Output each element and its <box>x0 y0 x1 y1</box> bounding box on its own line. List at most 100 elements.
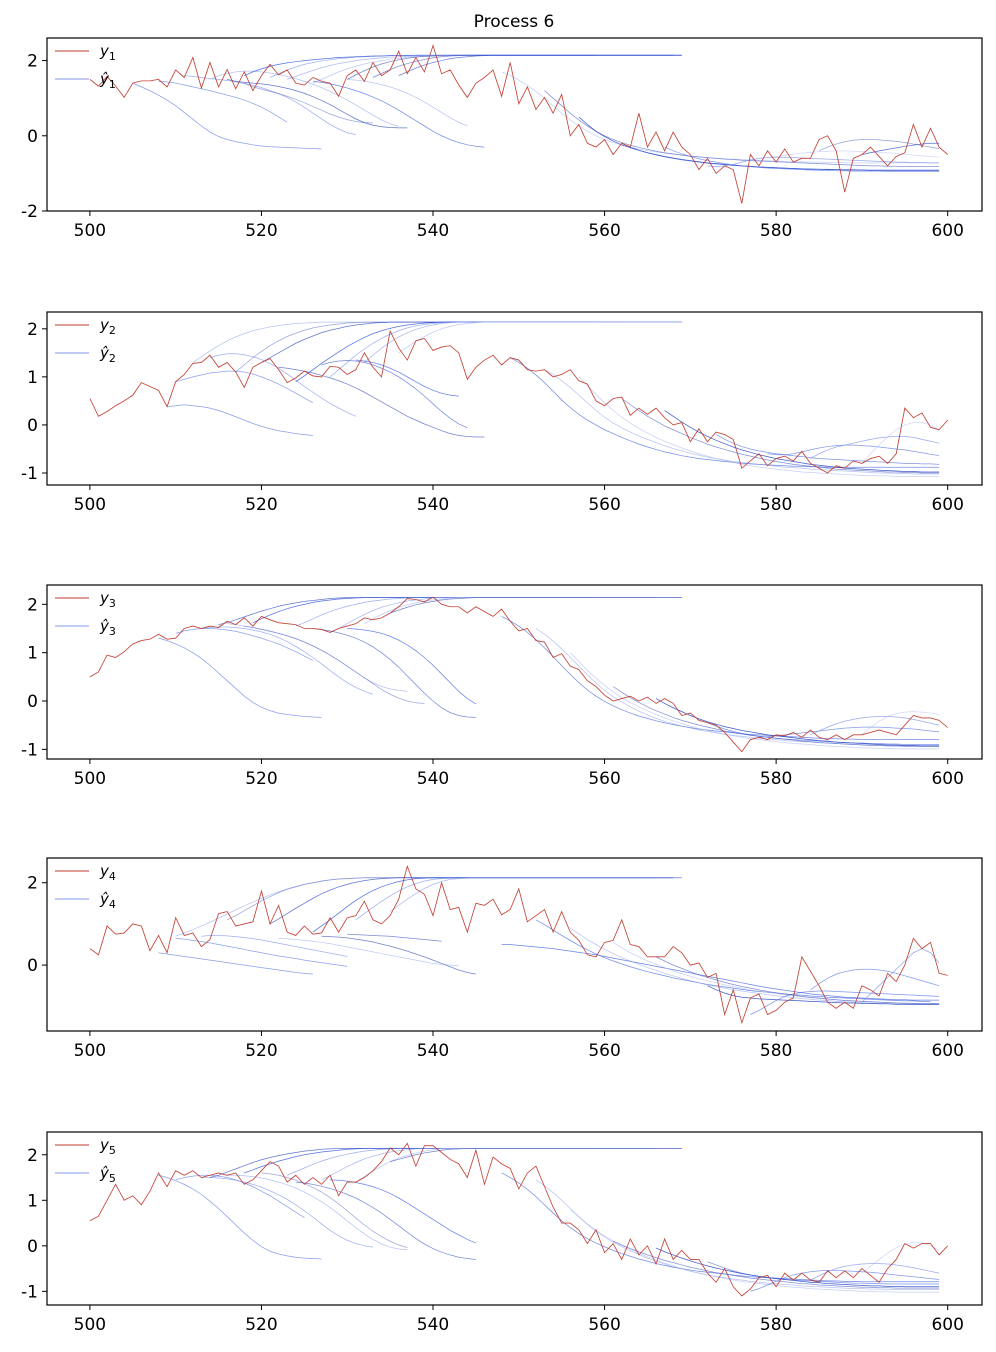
plot-lines <box>89 596 948 753</box>
x-tick-label: 600 <box>931 495 963 515</box>
plot-area <box>47 1132 982 1305</box>
x-tick-label: 500 <box>74 1315 106 1335</box>
forecast-line <box>312 80 485 148</box>
x-tick-label: 600 <box>931 1041 963 1061</box>
forecast-line <box>175 628 314 661</box>
plot-area <box>47 585 982 759</box>
legend-observed-label: y2 <box>99 316 116 337</box>
x-tick-label: 500 <box>74 1041 106 1061</box>
forecast-line <box>321 360 468 429</box>
chart-title: Process 6 <box>474 12 555 32</box>
observed-line <box>89 44 948 204</box>
x-tick-label: 540 <box>417 1315 449 1335</box>
forecast-line <box>175 937 348 967</box>
x-tick-label: 540 <box>417 221 449 241</box>
forecast-line <box>158 80 288 123</box>
y-tick-label: -1 <box>21 740 38 760</box>
forecast-line <box>312 628 476 718</box>
x-tick-label: 540 <box>417 495 449 515</box>
forecast-line <box>389 877 682 912</box>
y-tick-label: 1 <box>27 368 38 388</box>
forecast-line <box>347 78 468 127</box>
forecast-line <box>569 652 940 750</box>
plot-lines <box>89 1142 948 1297</box>
x-tick-label: 500 <box>74 221 106 241</box>
y-tick-label: 1 <box>27 644 38 664</box>
x-tick-label: 500 <box>74 769 106 789</box>
plot-area <box>47 38 982 211</box>
x-tick-label: 520 <box>245 769 277 789</box>
forecast-line <box>613 1240 940 1289</box>
legend-forecast-label: ŷ1 <box>99 70 116 91</box>
forecast-line <box>244 82 373 124</box>
forecast-line <box>398 54 682 76</box>
x-tick-label: 580 <box>760 1315 792 1335</box>
forecast-line <box>707 985 940 1005</box>
observed-line <box>89 864 948 1025</box>
forecast-line <box>175 370 314 404</box>
x-tick-label: 520 <box>245 221 277 241</box>
forecast-line <box>621 142 940 171</box>
forecast-line <box>861 1241 940 1274</box>
forecast-line <box>201 935 348 957</box>
x-tick-label: 580 <box>760 495 792 515</box>
forecast-line <box>655 956 940 1005</box>
x-tick-label: 580 <box>760 1041 792 1061</box>
forecast-line <box>158 1174 322 1260</box>
y-tick-label: 2 <box>27 1146 38 1166</box>
forecast-line <box>167 404 313 436</box>
y-tick-label: 1 <box>27 1191 38 1211</box>
x-tick-label: 560 <box>588 1315 620 1335</box>
y-tick-label: 0 <box>27 416 38 436</box>
forecast-line <box>209 353 356 417</box>
plot-lines <box>89 864 948 1025</box>
x-tick-label: 600 <box>931 221 963 241</box>
forecast-line <box>750 990 940 1015</box>
forecast-line <box>810 716 940 736</box>
forecast-line <box>707 722 940 745</box>
forecast-line <box>132 82 322 150</box>
x-tick-label: 540 <box>417 769 449 789</box>
forecast-line <box>535 1179 940 1290</box>
legend-forecast-label: ŷ5 <box>99 1164 116 1185</box>
x-tick-label: 600 <box>931 769 963 789</box>
y-tick-label: -1 <box>21 1282 38 1302</box>
forecast-line <box>578 376 940 477</box>
x-tick-label: 540 <box>417 1041 449 1061</box>
forecast-line <box>295 1181 476 1260</box>
x-tick-label: 580 <box>760 769 792 789</box>
x-tick-label: 600 <box>931 1315 963 1335</box>
x-tick-label: 560 <box>588 221 620 241</box>
axes-frame <box>46 37 983 212</box>
forecast-line <box>655 698 940 747</box>
y-tick-label: 2 <box>27 874 38 894</box>
forecast-line <box>664 410 940 473</box>
x-tick-label: 520 <box>245 1315 277 1335</box>
axes-frame <box>46 584 983 760</box>
forecast-line <box>278 366 485 438</box>
forecast-line <box>810 968 940 991</box>
forecast-line <box>209 70 399 127</box>
legend-observed-label: y3 <box>99 589 116 610</box>
forecast-line <box>810 436 940 459</box>
y-tick-label: 2 <box>27 595 38 615</box>
forecast-line <box>544 90 940 167</box>
forecast-line <box>278 937 459 967</box>
x-tick-label: 520 <box>245 1041 277 1061</box>
y-tick-label: 0 <box>27 692 38 712</box>
legend-observed-label: y1 <box>99 42 116 63</box>
plot-area <box>47 858 982 1031</box>
x-tick-label: 500 <box>74 495 106 515</box>
forecast-line <box>570 927 940 1006</box>
x-tick-label: 560 <box>588 769 620 789</box>
forecast-line <box>767 444 940 457</box>
y-tick-label: 0 <box>27 1237 38 1257</box>
forecast-line <box>321 935 476 975</box>
observed-line <box>89 596 948 753</box>
